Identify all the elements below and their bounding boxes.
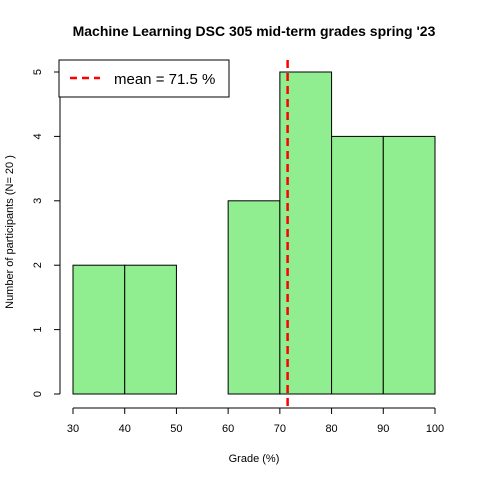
x-tick-label: 80 (325, 423, 337, 435)
x-axis-label: Grade (%) (229, 453, 280, 465)
x-tick-label: 60 (222, 423, 234, 435)
y-tick-label: 3 (32, 198, 44, 204)
x-tick-label: 40 (119, 423, 131, 435)
y-tick-label: 1 (32, 327, 44, 333)
x-tick-label: 30 (67, 423, 79, 435)
chart-title: Machine Learning DSC 305 mid-term grades… (73, 23, 436, 39)
y-tick-label: 4 (32, 133, 44, 139)
y-tick-label: 0 (32, 391, 44, 397)
x-axis: 30 40 50 60 70 80 90 100 (67, 407, 444, 435)
bars-group (72, 71, 436, 395)
x-tick-label: 70 (274, 423, 286, 435)
x-tick-label: 90 (377, 423, 389, 435)
x-tick-label: 100 (426, 423, 444, 435)
x-tick-label: 50 (170, 423, 182, 435)
y-axis-label: Number of participants (N= 20 ) (4, 155, 16, 309)
histogram-bar (72, 264, 126, 395)
y-axis: 0 1 2 3 4 5 (32, 69, 61, 397)
histogram-bar (227, 200, 281, 395)
histogram-bar (331, 135, 384, 395)
y-tick-label: 5 (32, 69, 44, 75)
legend: mean = 71.5 % (58, 59, 230, 98)
y-tick-label: 2 (32, 262, 44, 268)
legend-mean-label: mean = 71.5 % (114, 71, 215, 88)
histogram-bar (124, 264, 177, 395)
histogram-bar (382, 135, 436, 395)
